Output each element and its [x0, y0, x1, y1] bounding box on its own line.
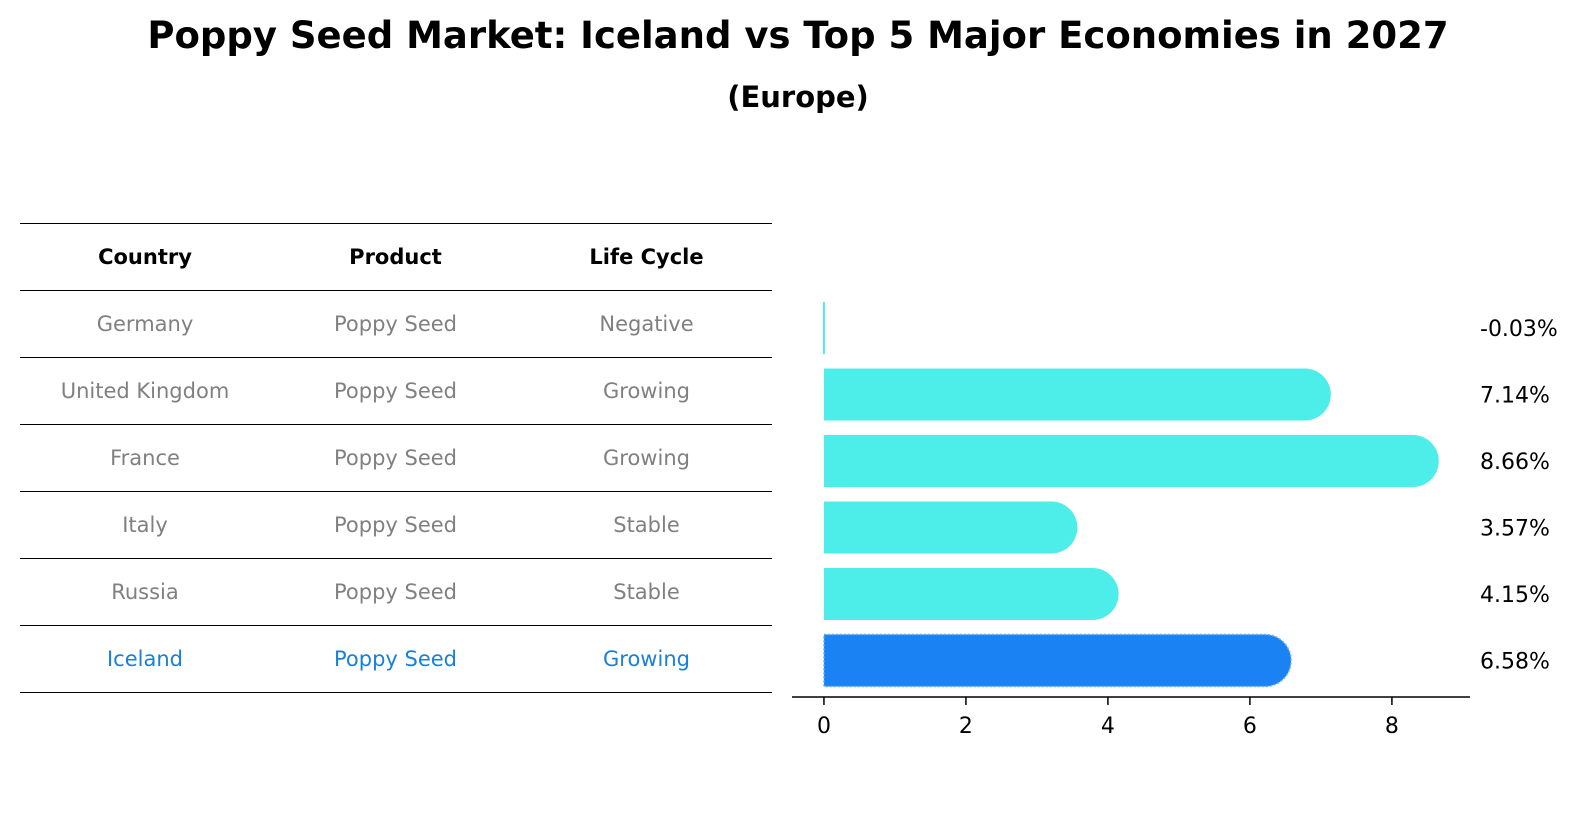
cell-life-cycle: Growing — [521, 357, 772, 425]
cell-country: Germany — [20, 290, 270, 358]
cell-product: Poppy Seed — [270, 357, 521, 425]
cell-country: United Kingdom — [20, 357, 270, 425]
cell-product: Poppy Seed — [270, 558, 521, 626]
value-label-united-kingdom: 7.14% — [1480, 384, 1550, 409]
cell-product: Poppy Seed — [270, 625, 521, 693]
value-label-france: 8.66% — [1480, 450, 1550, 475]
cell-product: Poppy Seed — [270, 290, 521, 358]
chart-title: Poppy Seed Market: Iceland vs Top 5 Majo… — [147, 14, 1449, 57]
table-row: Italy Poppy Seed Stable — [20, 491, 772, 559]
cell-country: Italy — [20, 491, 270, 559]
x-tick-label: 6 — [1243, 714, 1257, 739]
header-life-cycle: Life Cycle — [521, 223, 772, 291]
value-label-iceland: 6.58% — [1480, 650, 1550, 675]
bar-france — [823, 435, 1439, 487]
cell-country: France — [20, 424, 270, 492]
value-label-germany: -0.03% — [1480, 317, 1558, 342]
x-tick-label: 0 — [817, 714, 831, 739]
chart-subtitle: (Europe) — [727, 80, 869, 114]
bar-italy — [823, 501, 1078, 554]
bar-united-kingdom — [823, 368, 1331, 421]
header-country: Country — [20, 223, 270, 291]
bar-russia — [823, 568, 1119, 620]
cell-product: Poppy Seed — [270, 424, 521, 492]
cell-country: Iceland — [20, 625, 270, 693]
x-tick-label: 4 — [1101, 714, 1115, 739]
value-label-russia: 4.15% — [1480, 583, 1550, 608]
table-header-row: Country Product Life Cycle — [20, 223, 772, 291]
table-row: France Poppy Seed Growing — [20, 424, 772, 492]
value-label-italy: 3.57% — [1480, 517, 1550, 542]
x-tick-label: 2 — [959, 714, 973, 739]
country-table: Country Product Life Cycle Germany Poppy… — [20, 223, 772, 693]
table-row-highlight: Iceland Poppy Seed Growing — [20, 625, 772, 693]
cell-product: Poppy Seed — [270, 491, 521, 559]
bar-iceland — [823, 633, 1292, 688]
cell-life-cycle: Negative — [521, 290, 772, 358]
cell-life-cycle: Stable — [521, 491, 772, 559]
cell-life-cycle: Growing — [521, 424, 772, 492]
x-tick-label: 8 — [1385, 714, 1399, 739]
table-row: Russia Poppy Seed Stable — [20, 558, 772, 626]
cell-life-cycle: Stable — [521, 558, 772, 626]
table-row: United Kingdom Poppy Seed Growing — [20, 357, 772, 425]
table-row: Germany Poppy Seed Negative — [20, 290, 772, 358]
cell-country: Russia — [20, 558, 270, 626]
header-product: Product — [270, 223, 521, 291]
cell-life-cycle: Growing — [521, 625, 772, 693]
